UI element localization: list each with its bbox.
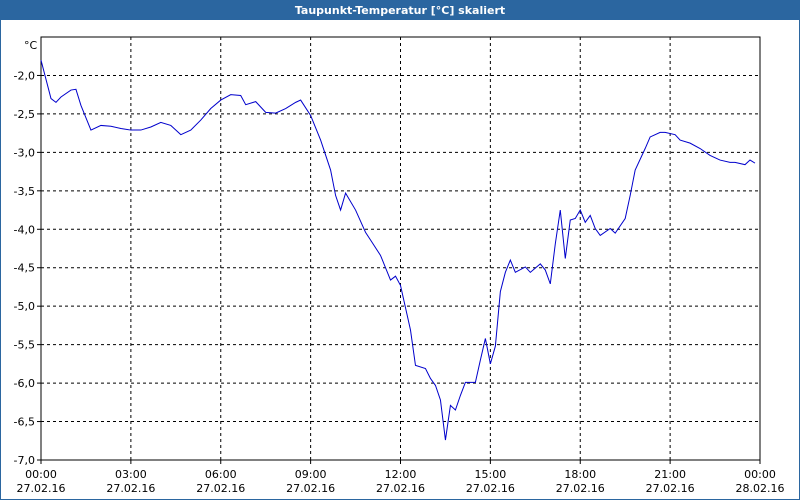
x-tick-label: 09:00 27.02.16 xyxy=(286,468,335,495)
x-tick-label: 18:00 27.02.16 xyxy=(556,468,605,495)
y-tick-label: -5,5 xyxy=(14,339,35,352)
x-tick-label: 03:00 27.02.16 xyxy=(106,468,155,495)
y-tick-label: -6,0 xyxy=(14,377,35,390)
x-tick-label: 00:00 27.02.16 xyxy=(17,468,66,495)
x-tick-label: 06:00 27.02.16 xyxy=(196,468,245,495)
title-bar xyxy=(0,0,800,20)
x-tick-label: 21:00 27.02.16 xyxy=(646,468,695,495)
y-tick-label: -5,0 xyxy=(14,300,35,313)
y-tick-label: -7,0 xyxy=(14,454,35,467)
y-tick-label: -4,0 xyxy=(14,223,35,236)
chart-title: Taupunkt-Temperatur [°C] skaliert xyxy=(295,4,505,17)
y-tick-label: -4,5 xyxy=(14,262,35,275)
y-tick-label: -3,5 xyxy=(14,185,35,198)
y-tick-label: -2,0 xyxy=(14,69,35,82)
y-tick-label: -6,5 xyxy=(14,416,35,429)
y-tick-label: -2,5 xyxy=(14,108,35,121)
plot-frame xyxy=(40,36,761,461)
x-tick-label: 12:00 27.02.16 xyxy=(376,468,425,495)
data-line xyxy=(40,59,756,441)
y-tick-label: -3,0 xyxy=(14,146,35,159)
y-axis-label: °C xyxy=(24,39,38,52)
x-tick-label: 00:00 28.02.16 xyxy=(736,468,785,495)
x-tick-label: 15:00 27.02.16 xyxy=(466,468,515,495)
